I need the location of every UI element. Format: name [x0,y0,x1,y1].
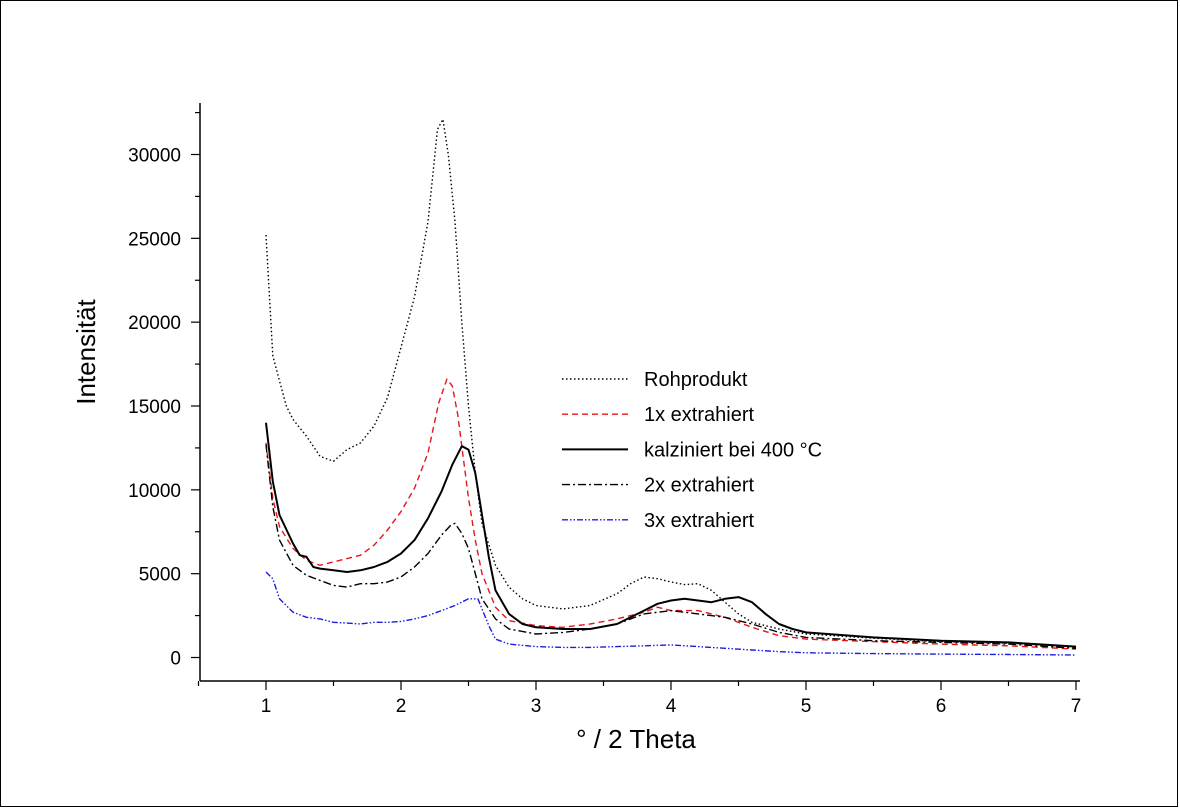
legend-label: 1x extrahiert [644,404,754,426]
x-tick-label: 6 [936,696,947,717]
legend-label: 3x extrahiert [644,510,754,532]
y-tick-label: 30000 [128,146,181,167]
series-line-4 [265,444,1077,649]
y-tick-label: 10000 [128,481,181,502]
y-tick-label: 15000 [128,397,181,418]
y-tick-label: 5000 [139,565,181,586]
x-tick-label: 4 [666,696,677,717]
series-line-1 [265,118,1077,648]
x-axis-title: ° / 2 Theta [576,724,696,754]
x-tick-label: 5 [801,696,812,717]
legend-label: kalziniert bei 400 °C [644,439,822,461]
x-tick-label: 1 [261,696,272,717]
legend: Rohprodukt 1x extrahiert kalziniert bei 40… [562,369,822,532]
x-tick-label: 3 [531,696,542,717]
y-tick-label: 20000 [128,313,181,334]
series-line-3 [265,422,1077,648]
series-layer [265,118,1077,656]
series-line-5 [265,571,1077,656]
series-line-2 [265,378,1077,650]
y-axis: 0 5000 10000 15000 20000 25000 30000 [128,103,201,681]
x-tick-label: 2 [396,696,407,717]
y-tick-label: 25000 [128,229,181,250]
legend-label: 2x extrahiert [644,475,754,497]
x-axis: 1 2 3 4 5 6 7 [197,680,1082,717]
legend-label: Rohprodukt [644,369,748,391]
y-tick-label: 0 [170,649,181,670]
x-tick-label: 7 [1071,696,1082,717]
y-axis-title: Intensität [71,298,101,404]
